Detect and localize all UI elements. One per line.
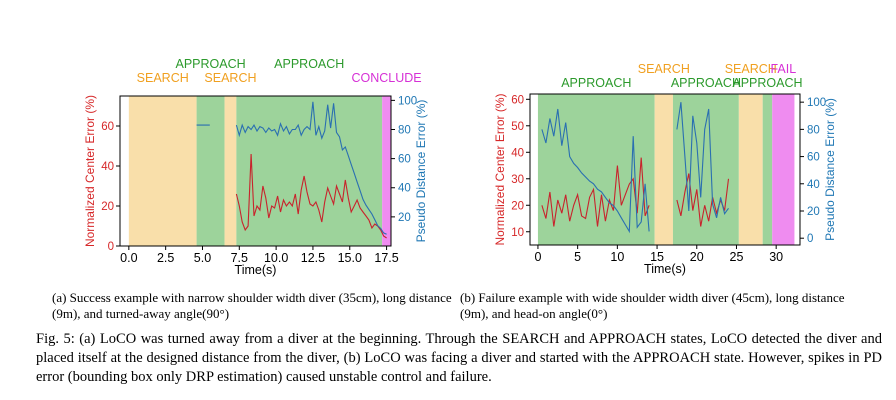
pd-error-line — [541, 102, 729, 234]
state-band — [738, 94, 763, 245]
y-right-tick-label: 0 — [807, 233, 813, 245]
pd-error-line — [196, 101, 387, 235]
y-right-tick-label: 40 — [398, 183, 411, 195]
y-right-tick-label: 80 — [807, 124, 820, 136]
x-tick-label: 25 — [730, 250, 744, 264]
y-right-tick-label: 20 — [398, 212, 411, 224]
x-tick-label: 2.5 — [157, 251, 174, 265]
state-band — [128, 96, 197, 246]
chart-b: APPROACHSEARCHAPPROACHSEARCHAPPROACHFAIL… — [493, 62, 837, 276]
y-tick-label: 40 — [511, 147, 524, 159]
subcaption-a: (a) Success example with narrow shoulder… — [52, 290, 452, 321]
y-right-tick-label: 100 — [807, 97, 826, 109]
state-label: SEARCH — [638, 62, 690, 76]
state-label: SEARCH — [725, 62, 777, 76]
y-right-tick-label: 60 — [807, 152, 820, 164]
y-right-tick-label: 20 — [807, 206, 820, 218]
x-tick-label: 0.0 — [120, 251, 137, 265]
y-tick-label: 20 — [511, 200, 524, 212]
y-axis-label: Normalized Center Error (%) — [83, 95, 97, 247]
state-label: APPROACH — [561, 76, 631, 90]
state-band — [762, 94, 773, 245]
x-tick-label: 15.0 — [338, 251, 362, 265]
state-label: SEARCH — [137, 71, 189, 85]
state-band — [196, 96, 225, 246]
plot-frame — [529, 93, 801, 246]
y-tick-label: 40 — [101, 161, 114, 173]
x-tick-label: 5.0 — [194, 251, 211, 265]
state-label: APPROACH — [274, 57, 344, 71]
state-label: APPROACH — [671, 76, 741, 90]
x-tick-label: 12.5 — [301, 251, 325, 265]
y-tick-label: 20 — [101, 201, 114, 213]
state-label: SEARCH — [204, 71, 256, 85]
state-label: APPROACH — [732, 76, 802, 90]
state-band — [224, 96, 237, 246]
x-axis-label: Time(s) — [644, 262, 686, 276]
x-tick-label: 5 — [574, 250, 581, 264]
x-tick-label: 30 — [769, 250, 783, 264]
x-tick-label: 10 — [610, 250, 624, 264]
y-tick-label: 30 — [511, 174, 524, 186]
state-band — [382, 96, 391, 246]
state-band — [772, 94, 795, 245]
y-right-tick-label: 100 — [398, 95, 417, 107]
x-tick-label: 15 — [650, 250, 664, 264]
state-band — [654, 94, 673, 245]
state-label: CONCLUDE — [352, 71, 422, 85]
state-band — [672, 94, 739, 245]
y-right-tick-label: 80 — [398, 124, 411, 136]
x-tick-label: 20 — [690, 250, 704, 264]
x-tick-label: 0 — [534, 250, 541, 264]
state-label: FAIL — [770, 62, 796, 76]
y-tick-label: 50 — [511, 121, 524, 133]
y-tick-label: 0 — [108, 241, 114, 253]
plot-frame — [119, 95, 392, 247]
x-tick-label: 10.0 — [264, 251, 288, 265]
y-right-tick-label: 40 — [807, 179, 820, 191]
subcaption-b: (b) Failure example with wide shoulder w… — [460, 290, 845, 321]
figure-caption: Fig. 5: (a) LoCO was turned away from a … — [36, 331, 882, 385]
x-axis-label: Time(s) — [235, 263, 277, 277]
x-tick-label: 7.5 — [231, 251, 248, 265]
y-axis-label: Normalized Center Error (%) — [493, 93, 507, 245]
y-right-axis-label: Pseudo Distance Error (%) — [823, 98, 837, 241]
state-band — [236, 96, 383, 246]
state-label: APPROACH — [176, 57, 246, 71]
y-right-axis-label: Pseudo Distance Error (%) — [414, 100, 428, 243]
x-tick-label: 17.5 — [374, 251, 398, 265]
y-tick-label: 60 — [101, 121, 114, 133]
y-right-tick-label: 60 — [398, 154, 411, 166]
y-tick-label: 60 — [511, 94, 524, 106]
y-tick-label: 10 — [511, 227, 524, 239]
